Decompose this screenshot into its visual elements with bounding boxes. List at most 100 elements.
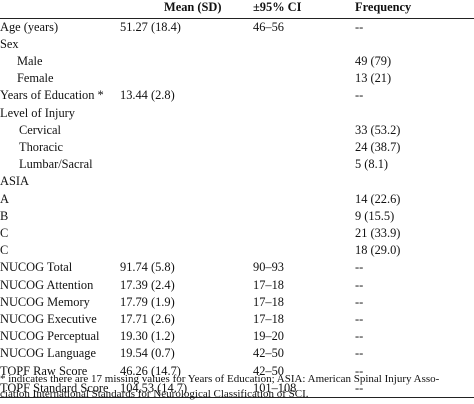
row-ci: 46–56 [253,19,284,34]
row-label: TOPF Standard Score [0,379,118,398]
row-label: Female [17,71,54,86]
row-frequency: -- [355,19,364,34]
row-ci: 90–93 [253,260,284,275]
row-frequency [355,36,474,53]
row-frequency: -- [355,363,364,378]
row-frequency: -- [355,277,364,292]
row-label: Lumbar/Sacral [19,157,93,172]
row-frequency: 5 (8.1) [355,157,389,172]
row-frequency: 18 (29.0) [355,243,401,258]
row-mean-sd [118,208,253,225]
table-row: Female 13 (21) [0,70,474,87]
row-ci: 42–50 [253,363,284,378]
table-row: C 21 (33.9) [0,225,474,242]
row-mean-sd: 46.26 (14.7) [120,363,181,378]
row-ci: 17–18 [253,277,284,292]
row-mean-sd [118,122,253,139]
row-label: A [0,191,9,206]
row-mean-sd: 104.53 (14.7) [118,379,253,398]
table-row: NUCOG Perceptual 19.30 (1.2) 19–20 -- [0,328,474,345]
footnote-line-1: * indicates there are 17 missing values … [0,373,440,385]
header-frequency: Frequency [355,0,474,19]
header-mean-sd: Mean (SD) [118,0,253,19]
row-label: NUCOG Attention [0,277,94,292]
row-label: NUCOG Executive [0,311,97,326]
row-ci [253,225,355,242]
row-mean-sd [118,173,253,190]
row-frequency: -- [355,311,364,326]
row-frequency: -- [355,379,474,398]
row-frequency: 33 (53.2) [355,122,401,137]
row-label: NUCOG Memory [0,294,90,309]
row-mean-sd [118,53,253,70]
row-label: C [0,225,9,240]
row-label: Cervical [19,122,61,137]
row-mean-sd [118,191,253,208]
row-frequency: -- [355,329,364,344]
row-frequency: -- [355,260,364,275]
table-row: Years of Education * 13.44 (2.8) -- [0,87,474,104]
row-ci: 17–18 [253,311,284,326]
table-row: NUCOG Language 19.54 (0.7) 42–50 -- [0,345,474,362]
row-mean-sd [118,139,253,156]
row-label: Level of Injury [0,105,76,120]
table-row: NUCOG Total 91.74 (5.8) 90–93 -- [0,259,474,276]
footnote-line-2: ciation International Standards for Neur… [0,387,309,400]
row-ci [253,139,355,156]
row-mean-sd [118,242,253,259]
table-row: Sex [0,36,474,53]
table-row: NUCOG Attention 17.39 (2.4) 17–18 -- [0,277,474,294]
row-label: Thoracic [19,139,64,154]
row-label: NUCOG Perceptual [0,329,100,344]
table-row: Lumbar/Sacral 5 (8.1) [0,156,474,173]
row-label: Sex [0,36,19,51]
table-row: NUCOG Memory 17.79 (1.9) 17–18 -- [0,294,474,311]
row-ci [253,122,355,139]
row-frequency: -- [355,88,364,103]
row-ci [253,156,355,173]
row-mean-sd [118,156,253,173]
row-frequency: 13 (21) [355,71,392,86]
row-mean-sd: 13.44 (2.8) [120,88,175,103]
row-mean-sd: 17.39 (2.4) [120,277,175,292]
row-ci [253,105,355,122]
row-label: NUCOG Language [0,346,97,361]
row-frequency: -- [355,294,364,309]
row-mean-sd [118,105,253,122]
table-row: TOPF Raw Score 46.26 (14.7) 42–50 -- [0,363,474,380]
row-frequency: 49 (79) [355,53,392,68]
table-row: Age (years) 51.27 (18.4) 46–56 -- [0,18,474,36]
table-row: C 18 (29.0) [0,242,474,259]
row-ci [253,173,355,190]
row-label: Male [17,53,43,68]
row-frequency [355,173,474,190]
row-mean-sd: 91.74 (5.8) [120,260,175,275]
row-frequency: 21 (33.9) [355,225,401,240]
row-ci: 17–18 [253,294,284,309]
row-mean-sd: 19.54 (0.7) [120,346,175,361]
row-ci [253,191,355,208]
table-body: Age (years) 51.27 (18.4) 46–56 -- Sex Male 49 … [0,18,474,398]
row-label: B [0,208,9,223]
table-row: B 9 (15.5) [0,208,474,225]
table-row: Thoracic 24 (38.7) [0,139,474,156]
table-header-row: Mean (SD) ±95% CI Frequency [0,0,474,19]
row-frequency: -- [355,346,364,361]
row-ci [253,242,355,259]
row-label: C [0,243,9,258]
row-ci: 101–108 [253,379,355,398]
row-ci [253,70,355,87]
table-row: A 14 (22.6) [0,191,474,208]
row-frequency [355,105,474,122]
row-ci: 19–20 [253,329,284,344]
row-ci [253,36,355,53]
row-ci: 42–50 [253,346,284,361]
row-label: TOPF Raw Score [0,363,88,378]
row-mean-sd [118,36,253,53]
row-ci [253,53,355,70]
row-ci [253,87,355,104]
row-mean-sd: 51.27 (18.4) [120,19,181,34]
row-ci [253,208,355,225]
